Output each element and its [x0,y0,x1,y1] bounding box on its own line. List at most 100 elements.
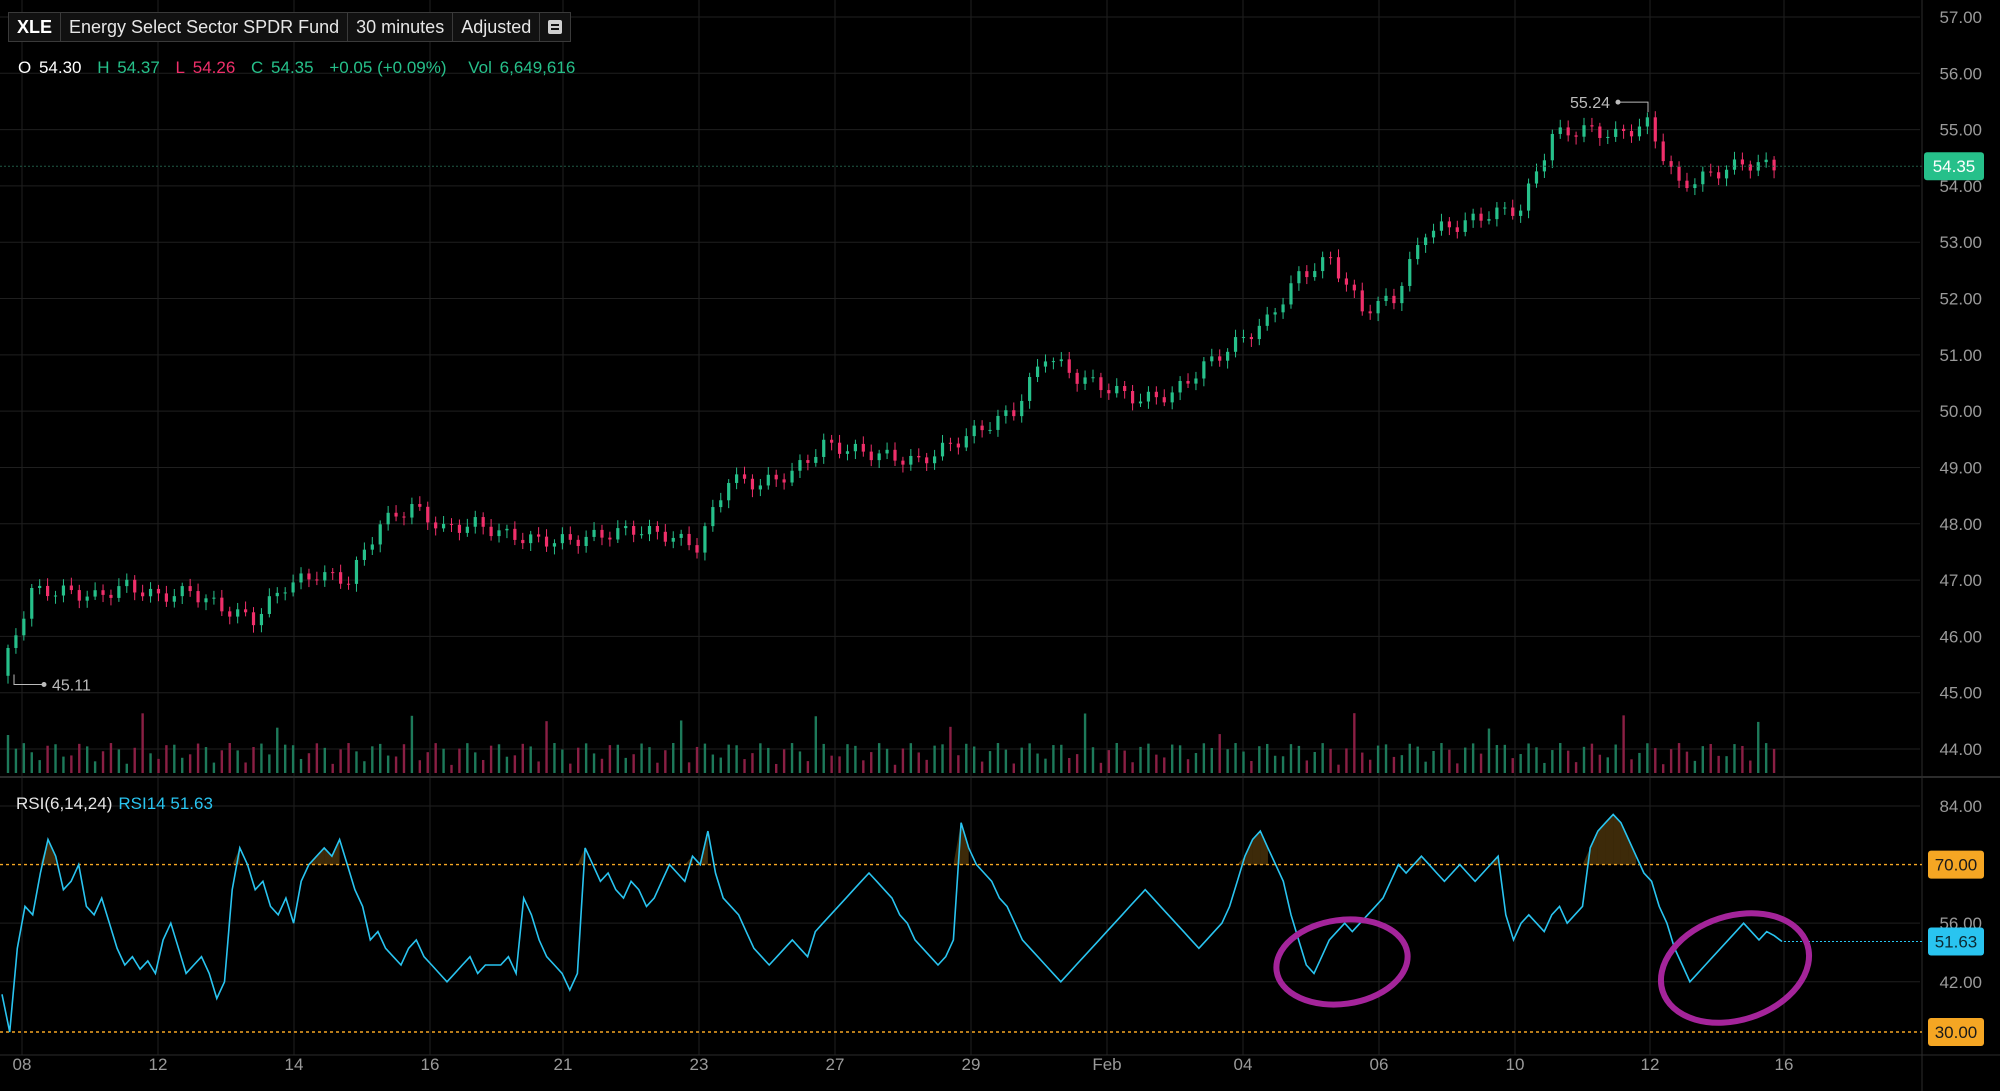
volume-bar [355,751,358,773]
volume-bar [347,743,350,773]
rsi-overbought-fill [48,839,56,865]
candle-body [1550,133,1554,161]
price-tick-label: 48.00 [1939,515,1982,534]
close-value: 54.35 [271,58,314,77]
volume-bar [1582,746,1586,773]
candle-body [917,455,921,458]
candle-body [1519,210,1523,216]
volume-bar [957,755,960,773]
candle-body [117,586,121,598]
volume-bar [656,762,659,773]
volume-bar [529,746,532,773]
volume-bar [117,749,121,773]
volume-bar [1614,744,1617,773]
candle-body [378,524,382,545]
volume-bar [814,716,818,773]
volume-bar [806,761,810,773]
candle-body [584,536,588,547]
volume-bar [577,747,580,773]
interval-selector[interactable]: 30 minutes [348,13,454,41]
volume-bar [664,750,667,773]
price-tick-label: 51.00 [1939,346,1982,365]
rsi-band-label: 70.00 [1935,856,1978,875]
low-marker-dot [41,681,47,687]
volume-bar [1273,755,1277,773]
rsi-overbought-fill [1260,831,1268,865]
x-tick-label: 14 [285,1055,304,1074]
candle-body [774,474,778,480]
candle-body [386,512,390,525]
volume-bar [1226,749,1229,773]
candle-body [38,585,42,588]
candle-body [1249,337,1253,340]
volume-bar [196,743,200,773]
symbol-ticker[interactable]: XLE [9,13,62,41]
price-tick-label: 47.00 [1939,571,1982,590]
candle-body [1471,213,1475,221]
volume-bar [1630,759,1633,773]
volume-bar [6,735,10,773]
candle-body [339,572,343,584]
volume-bar [870,752,873,773]
rsi-indicator-label[interactable]: RSI(6,14,24) [16,794,113,813]
volume-bar [640,743,643,773]
volume-bar [1543,762,1546,773]
candle-body [996,415,1000,430]
rsi-overbought-fill [1597,822,1606,865]
volume-bar [1305,760,1309,773]
candle-body [980,425,984,431]
menu-button[interactable] [540,13,570,41]
volume-label: Vol [468,58,492,77]
symbol-name[interactable]: Energy Select Sector SPDR Fund [61,13,349,41]
candle-body [806,460,810,463]
candle-body [69,585,73,591]
candle-body [101,590,105,595]
candle-body [679,533,683,538]
volume-bar [125,763,128,773]
volume-bar [1471,743,1475,773]
candle-body [1186,381,1190,384]
candle-body [1360,290,1364,312]
volume-bar [426,752,429,773]
candle-body [1463,220,1467,232]
candle-body [188,586,192,592]
volume-bar [1566,750,1570,773]
volume-bar [537,761,540,773]
volume-bar [862,760,865,773]
rsi-overbought-fill [1605,814,1614,865]
candle-body [362,549,366,560]
candle-body [1297,271,1301,284]
volume-bar [497,744,501,773]
volume-bar [1574,762,1578,773]
candle-body [1439,221,1444,231]
volume-bar [695,746,699,773]
volume-bar [1361,752,1364,773]
x-tick-label: 12 [149,1055,168,1074]
candle-body [1154,391,1158,398]
candle-body [758,485,762,490]
candle-body [1384,295,1388,301]
candle-body [1424,237,1428,246]
volume-bar [885,748,889,773]
rsi-overbought-fill [577,847,586,865]
candle-body [1637,126,1642,137]
rsi-overbought-fill [324,847,332,865]
annotation-circle [1273,916,1411,1008]
candle-body [552,543,557,547]
candle-body [1566,127,1570,136]
volume-bar [1052,745,1055,773]
rsi-band-tag [1928,1018,1984,1046]
volume-bar [996,743,1000,773]
volume-bar [1353,713,1356,773]
rsi-overbought-fill [1244,839,1253,865]
symbol-header[interactable]: XLE Energy Select Sector SPDR Fund 30 mi… [8,12,572,42]
candle-body [6,647,10,676]
volume-bar [1083,713,1087,773]
volume-bar [1559,743,1562,773]
volume-bar [616,744,620,773]
candle-body [1051,361,1055,363]
volume-bar [363,761,366,773]
candle-body [925,457,929,464]
adjustment-toggle[interactable]: Adjusted [453,13,541,41]
